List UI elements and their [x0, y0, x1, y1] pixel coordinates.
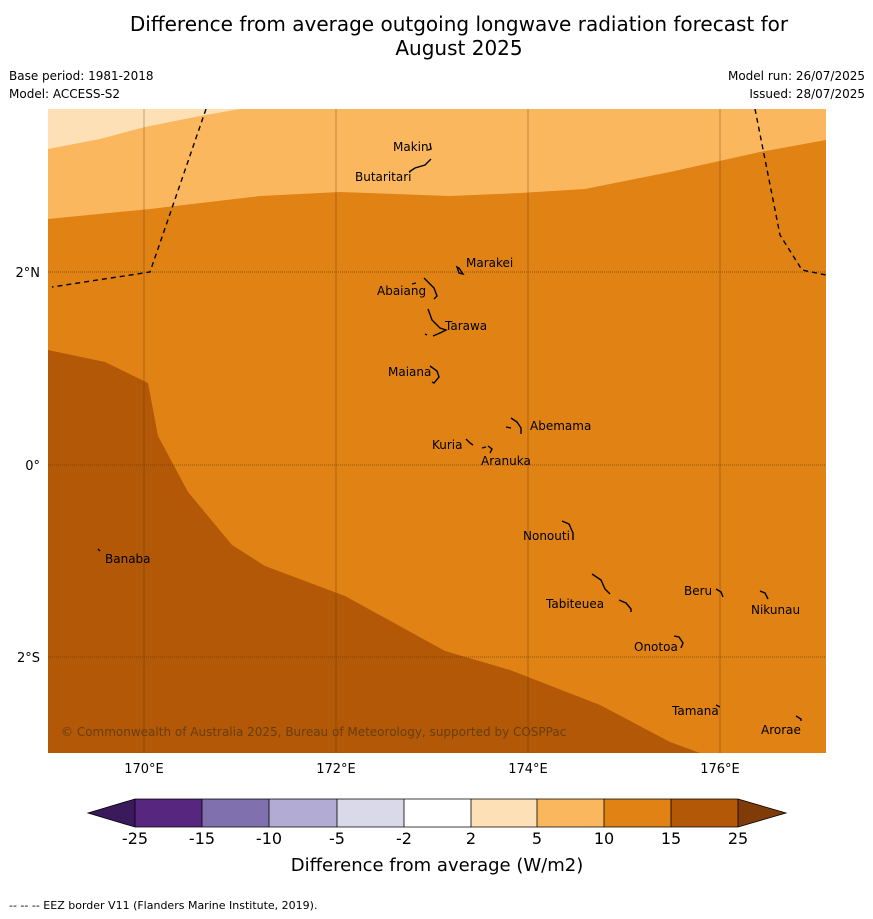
label-marakei: Marakei — [466, 256, 513, 270]
label-abemama: Abemama — [530, 419, 591, 433]
lon-label-172: 172°E — [316, 762, 356, 777]
lat-label-0: 0° — [25, 459, 40, 474]
colorbar-title: Difference from average (W/m2) — [291, 855, 583, 876]
label-tabiteuea: Tabiteuea — [545, 597, 604, 611]
lat-label-2n: 2°N — [16, 266, 41, 281]
colorbar-bin-7 — [537, 799, 604, 827]
colorbar-bin-2 — [202, 799, 269, 827]
tick-label: -25 — [122, 829, 148, 848]
meta-right: Model run: 26/07/2025 Issued: 28/07/2025 — [728, 67, 865, 103]
label-butaritari: Butaritari — [355, 170, 412, 184]
colorbar: -25 -15 -10 -5 -2 2 5 10 15 25 Differenc… — [86, 798, 788, 876]
chart-title: Difference from average outgoing longwav… — [0, 12, 873, 60]
label-banaba: Banaba — [105, 552, 151, 566]
axis-labels: 170°E 172°E 174°E 176°E 2°N 0° 2°S — [16, 266, 740, 777]
title-line-1: Difference from average outgoing longwav… — [129, 12, 789, 36]
label-arorae: Arorae — [761, 723, 801, 737]
label-nonouti: Nonouti — [523, 529, 570, 543]
label-beru: Beru — [684, 584, 712, 598]
tick-label: 10 — [594, 829, 614, 848]
colorbar-bin-5 — [404, 799, 471, 827]
lat-label-2s: 2°S — [17, 651, 40, 666]
colorbar-bin-3 — [269, 799, 337, 827]
model-name: Model: ACCESS-S2 — [9, 87, 121, 101]
base-period: Base period: 1981-2018 — [9, 69, 154, 83]
island-labels: Makin Butaritari Marakei Abaiang Tarawa … — [105, 140, 801, 737]
copyright-notice: © Commonwealth of Australia 2025, Bureau… — [61, 725, 566, 739]
zone-15-25 — [48, 350, 700, 753]
label-maiana: Maiana — [388, 365, 431, 379]
zone-2-5 — [48, 109, 240, 149]
label-makin: Makin — [393, 140, 429, 154]
tick-label: -15 — [189, 829, 215, 848]
label-onotoa: Onotoa — [634, 640, 678, 654]
colorbar-bin-4 — [337, 799, 404, 827]
gridlines — [143, 109, 721, 753]
anomaly-fields: Makin Butaritari Marakei Abaiang Tarawa … — [48, 109, 826, 753]
label-nikunau: Nikunau — [751, 603, 800, 617]
tick-label: 5 — [532, 829, 542, 848]
tick-label: -5 — [329, 829, 345, 848]
colorbar-bin-8 — [604, 799, 671, 827]
tick-label: 25 — [728, 829, 748, 848]
lon-label-174: 174°E — [508, 762, 548, 777]
colorbar-extend-low — [88, 799, 135, 827]
lat-gridlines — [48, 271, 826, 658]
label-tamana: Tamana — [671, 704, 719, 718]
island-outlines — [97, 142, 802, 721]
tick-label: -2 — [396, 829, 412, 848]
lon-label-170: 170°E — [124, 762, 164, 777]
colorbar-bin-9 — [671, 799, 738, 827]
label-tarawa: Tarawa — [444, 319, 487, 333]
colorbar-extend-high — [738, 799, 786, 827]
label-aranuka: Aranuka — [481, 454, 531, 468]
label-abaiang: Abaiang — [377, 284, 426, 298]
zone-5-10 — [48, 109, 826, 219]
meta-left: Base period: 1981-2018 Model: ACCESS-S2 — [9, 67, 154, 103]
tick-label: 15 — [661, 829, 681, 848]
colorbar-bin-1 — [135, 799, 202, 827]
issued-date: Issued: 28/07/2025 — [749, 87, 865, 101]
forecast-map: Makin Butaritari Marakei Abaiang Tarawa … — [16, 109, 826, 876]
title-line-2: August 2025 — [395, 36, 523, 60]
label-kuria: Kuria — [432, 438, 463, 452]
model-run: Model run: 26/07/2025 — [727, 69, 865, 83]
lon-label-176: 176°E — [700, 762, 740, 777]
tick-label: 2 — [466, 829, 476, 848]
eez-border — [51, 109, 826, 288]
tick-label: -10 — [256, 829, 282, 848]
footer-note: -- -- -- EEZ border V11 (Flanders Marine… — [9, 899, 318, 912]
colorbar-bin-6 — [471, 799, 537, 827]
